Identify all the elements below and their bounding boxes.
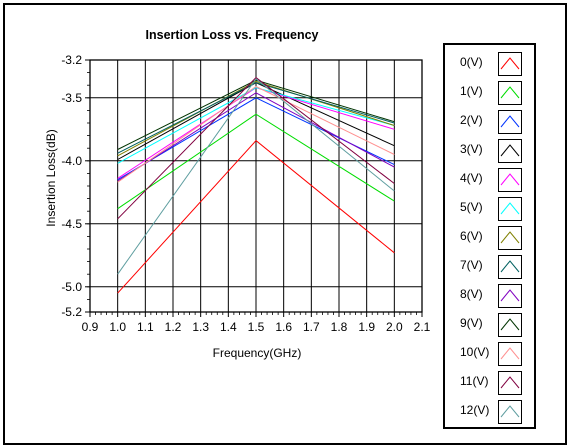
legend-swatch-line	[500, 173, 520, 186]
legend-swatch	[498, 313, 522, 337]
legend-item: 7(V)	[445, 252, 534, 281]
chart-title: Insertion Loss vs. Frequency	[146, 28, 319, 42]
legend-swatch	[498, 52, 522, 76]
legend-swatch-line	[500, 231, 520, 244]
series-line-6v	[117, 80, 395, 157]
x-tick-label: 0.9	[82, 320, 99, 334]
y-axis-label: Insertion Loss(dB)	[44, 129, 58, 226]
legend-swatch	[498, 139, 522, 163]
legend-label: 1(V)	[460, 84, 483, 98]
legend-swatch	[498, 197, 522, 221]
x-tick-label: 1.0	[109, 320, 126, 334]
legend-swatch-line	[500, 86, 520, 99]
x-tick-label: 1.9	[358, 320, 375, 334]
legend-item: 11(V)	[445, 368, 534, 397]
legend-swatch-line	[500, 260, 520, 273]
x-axis-label: Frequency(GHz)	[213, 346, 302, 360]
legend-swatch-line	[500, 405, 520, 418]
legend-label: 9(V)	[460, 316, 483, 330]
legend-swatch-line	[500, 202, 520, 215]
legend-label: 10(V)	[460, 345, 490, 359]
y-tick-label: -4.5	[61, 217, 82, 231]
legend-swatch	[498, 400, 522, 424]
x-tick-label: 1.1	[137, 320, 154, 334]
series-line-11v	[117, 76, 395, 220]
legend-swatch	[498, 226, 522, 250]
legend-label: 7(V)	[460, 258, 483, 272]
legend-label: 6(V)	[460, 229, 483, 243]
legend-item: 4(V)	[445, 165, 534, 194]
legend-swatch-line	[500, 115, 520, 128]
legend-swatch-line	[500, 57, 520, 70]
x-tick-label: 1.8	[331, 320, 348, 334]
legend-swatch	[498, 284, 522, 308]
legend-item: 0(V)	[445, 49, 534, 78]
legend-swatch-line	[500, 347, 520, 360]
series-line-7v	[117, 82, 395, 154]
legend-item: 5(V)	[445, 194, 534, 223]
legend-label: 11(V)	[460, 374, 489, 388]
series-line-8v	[117, 92, 395, 182]
legend-label: 2(V)	[460, 113, 483, 127]
x-tick-label: 1.3	[192, 320, 209, 334]
legend-item: 12(V)	[445, 397, 534, 426]
series-line-12v	[117, 78, 395, 275]
legend-item: 10(V)	[445, 339, 534, 368]
legend: 0(V) 1(V) 2(V) 3(V) 4(V) 5(V) 6(V) 7(V) 8(V) 9(V)…	[443, 43, 536, 429]
legend-swatch-line	[500, 376, 520, 389]
y-tick-label: -5.2	[61, 305, 82, 319]
legend-label: 0(V)	[460, 55, 483, 69]
x-tick-label: 1.5	[248, 320, 265, 334]
legend-label: 5(V)	[460, 200, 483, 214]
x-tick-label: 1.6	[275, 320, 292, 334]
legend-item: 1(V)	[445, 78, 534, 107]
legend-item: 8(V)	[445, 281, 534, 310]
y-tick-label: -3.2	[61, 53, 82, 67]
legend-label: 4(V)	[460, 171, 483, 185]
legend-item: 6(V)	[445, 223, 534, 252]
x-tick-label: 1.2	[165, 320, 182, 334]
legend-swatch	[498, 110, 522, 134]
x-tick-label: 2.1	[414, 320, 431, 334]
legend-item: 2(V)	[445, 107, 534, 136]
legend-swatch-line	[500, 289, 520, 302]
legend-swatch	[498, 342, 522, 366]
legend-label: 3(V)	[460, 142, 483, 156]
x-tick-label: 1.4	[220, 320, 237, 334]
legend-item: 3(V)	[445, 136, 534, 165]
series-line-1v	[117, 113, 395, 210]
x-tick-label: 2.0	[386, 320, 403, 334]
legend-swatch-line	[500, 318, 520, 331]
y-tick-label: -4.0	[61, 154, 82, 168]
y-tick-label: -3.5	[61, 91, 82, 105]
legend-swatch	[498, 255, 522, 279]
legend-swatch	[498, 168, 522, 192]
series-line-5v	[117, 87, 395, 164]
series-line-0v	[117, 139, 395, 294]
series-line-10v	[117, 85, 395, 183]
x-tick-label: 1.7	[303, 320, 320, 334]
legend-swatch	[498, 81, 522, 105]
legend-label: 12(V)	[460, 403, 490, 417]
legend-swatch-line	[500, 144, 520, 157]
legend-item: 9(V)	[445, 310, 534, 339]
y-tick-label: -5.0	[61, 280, 82, 294]
legend-swatch	[498, 371, 522, 395]
legend-label: 8(V)	[460, 287, 483, 301]
series-line-9v	[117, 79, 395, 150]
